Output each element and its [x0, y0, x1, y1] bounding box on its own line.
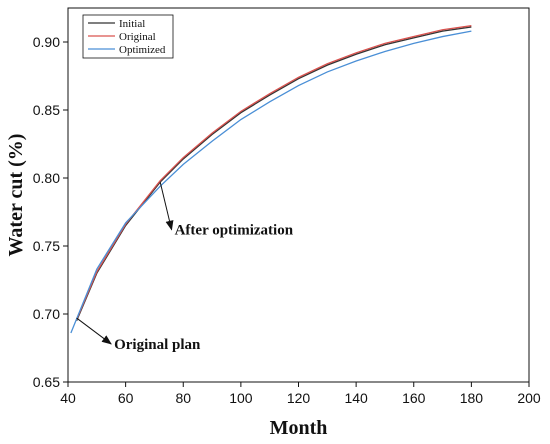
x-tick-label: 200 — [517, 390, 541, 406]
y-tick-label: 0.85 — [33, 102, 60, 118]
x-tick-label: 100 — [229, 390, 253, 406]
x-tick-label: 80 — [175, 390, 191, 406]
y-tick-label: 0.75 — [33, 238, 60, 254]
y-tick-label: 0.90 — [33, 34, 60, 50]
series-layer — [70, 25, 472, 334]
annotation-arrow — [159, 181, 174, 231]
x-tick-label: 160 — [402, 390, 426, 406]
plot-area-frame — [67, 7, 530, 383]
series-line-initial — [76, 26, 472, 322]
annotation-label: After optimization — [175, 223, 294, 239]
series-line-optimized — [70, 30, 472, 334]
legend-label: Original — [119, 31, 156, 43]
annotation-label: Original plan — [114, 337, 201, 353]
y-tick-label: 0.80 — [33, 170, 60, 186]
x-tick-label: 120 — [287, 390, 311, 406]
legend-label: Optimized — [119, 44, 166, 56]
y-axis-title: Water cut (%) — [5, 134, 27, 257]
y-tick-label: 0.70 — [33, 306, 60, 322]
legend-label: Initial — [119, 18, 145, 30]
x-axis-title: Month — [270, 417, 328, 439]
annotations: After optimization Original plan — [76, 181, 294, 353]
y-axis: 0.65 0.70 0.75 0.80 0.85 0.90 — [33, 34, 68, 390]
y-tick-label: 0.65 — [33, 374, 60, 390]
x-axis: 40 60 80 100 120 140 160 180 200 — [60, 382, 541, 406]
x-tick-label: 180 — [460, 390, 484, 406]
x-tick-label: 60 — [118, 390, 134, 406]
series-line-original — [76, 25, 472, 320]
annotation-arrow — [76, 317, 112, 345]
x-tick-label: 140 — [344, 390, 368, 406]
x-tick-label: 40 — [60, 390, 76, 406]
